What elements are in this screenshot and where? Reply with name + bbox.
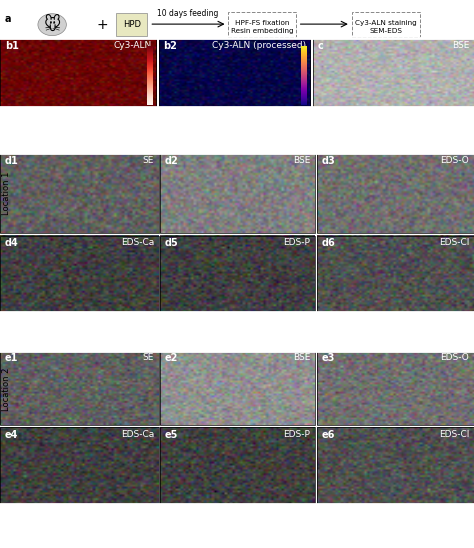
Text: BSE: BSE [293,156,310,165]
Text: Location 1: Location 1 [2,171,11,215]
Text: e1: e1 [5,353,18,363]
Text: BSE: BSE [452,41,469,50]
Text: b2: b2 [164,41,177,51]
Text: e4: e4 [5,430,18,440]
Bar [116,13,147,36]
Text: d2: d2 [165,156,179,166]
Bar [160,351,315,425]
Bar [313,38,474,107]
Text: EDS-Cl: EDS-Cl [439,430,469,439]
Ellipse shape [38,14,66,36]
Text: HPD: HPD [123,20,141,28]
Text: EDS-P: EDS-P [283,238,310,247]
Text: EDS-Ca: EDS-Ca [121,238,154,247]
Text: BSE: BSE [293,353,310,362]
Text: HPF-FS fixation: HPF-FS fixation [235,20,289,26]
Text: 🐭: 🐭 [44,16,61,33]
Text: e5: e5 [165,430,178,440]
Bar [160,427,315,504]
Text: d5: d5 [165,238,179,248]
Text: d6: d6 [321,238,335,248]
Text: b1: b1 [5,41,18,51]
Bar [0,236,159,312]
Text: EDS-O: EDS-O [440,353,469,362]
Bar [317,351,474,425]
Text: EDS-P: EDS-P [283,430,310,439]
Bar [0,0,474,38]
Text: SEM-EDS: SEM-EDS [370,28,403,33]
Text: EDS-Ca: EDS-Ca [121,430,154,439]
Bar [0,38,156,107]
Text: a: a [5,14,11,24]
Text: e2: e2 [165,353,178,363]
Text: Cy3-ALN (processed): Cy3-ALN (processed) [211,41,306,50]
Text: e6: e6 [321,430,335,440]
Text: SE: SE [143,353,154,362]
Bar [317,427,474,504]
Text: EDS-Cl: EDS-Cl [439,238,469,247]
Text: e3: e3 [321,353,335,363]
Bar [352,12,420,37]
Text: Resin embedding: Resin embedding [231,28,293,33]
Bar [159,38,310,107]
Text: d4: d4 [5,238,18,248]
Text: Cy3-ALN staining: Cy3-ALN staining [356,20,417,26]
Bar [0,427,159,504]
Bar [0,351,159,425]
Text: +: + [96,18,108,32]
Bar [160,153,315,233]
Bar [0,153,159,233]
Text: EDS-O: EDS-O [440,156,469,165]
Bar [228,12,296,37]
Text: Location 2: Location 2 [2,367,11,411]
Text: SE: SE [143,156,154,165]
Bar [160,236,315,312]
Text: c: c [318,41,323,51]
Text: Cy3-ALN: Cy3-ALN [113,41,152,50]
Bar [317,153,474,233]
Text: d3: d3 [321,156,335,166]
Text: d1: d1 [5,156,18,166]
Text: 10 days feeding: 10 days feeding [156,9,218,18]
Bar [317,236,474,312]
